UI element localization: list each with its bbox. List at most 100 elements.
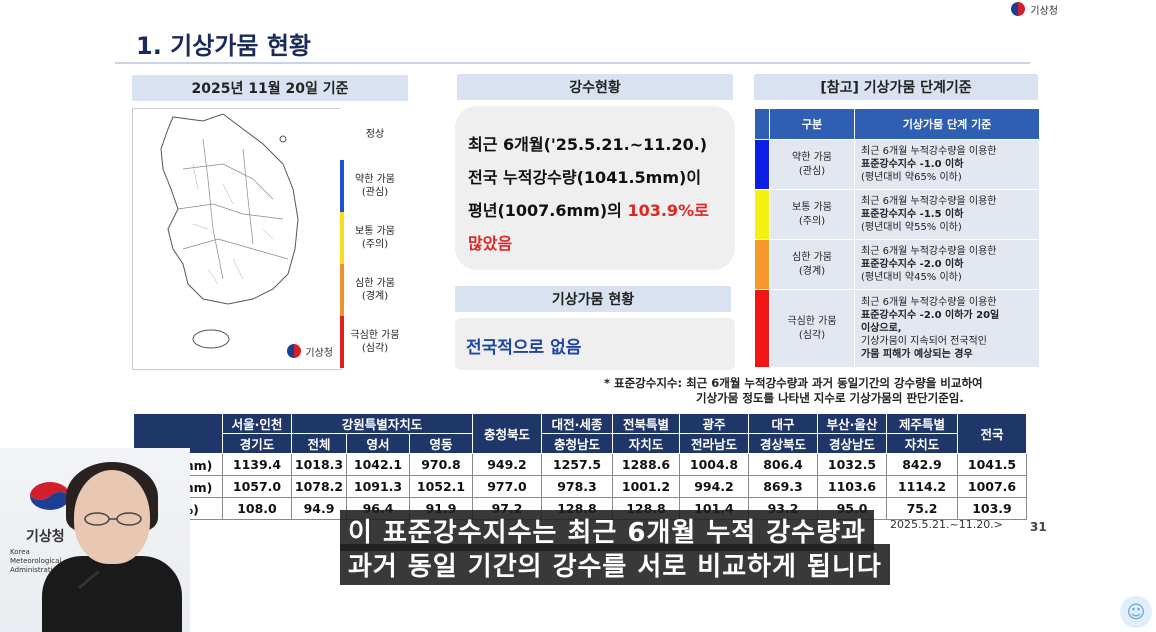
reference-level: 보통 가뭄 (주의) [769,189,855,240]
cell: 1103.6 [817,475,887,498]
index-footnote: * 표준강수지수: 최근 6개월 누적강수량과 과거 동일기간의 강수량을 비교… [604,376,1034,406]
cell: 1052.1 [409,475,473,498]
desc-line: 이상으로, [861,323,902,334]
drought-box [455,318,735,370]
col-subheader: 영서 [346,433,410,454]
col-subheader: 경상남도 [817,433,887,454]
cell: 1288.6 [612,453,680,476]
desc-line: 가뭄 피해가 예상되는 경우 [861,349,973,360]
desc-line: 최근 6개월 누적강수량을 이용한 [861,297,997,308]
kma-logo-subtext: Korea Meteorological Administration [10,548,62,574]
cell: 1114.2 [886,475,958,498]
legend-swatch-extreme [340,316,344,368]
caption-line-2: 과거 동일 기간의 강수를 서로 비교하게 됩니다 [340,544,890,585]
col-subheader: 자치도 [612,433,680,454]
desc-line: (평년대비 약65% 이하) [861,172,962,183]
regional-rainfall-table: 서울·인천 강원특별자치도 충청북도 대전·세종 전북특별 광주 대구 부산·울… [133,413,1027,520]
level-name: 보통 가뭄 [792,201,832,213]
cell: 977.0 [472,475,542,498]
legend-item-mild: 약한 가뭄 (관심) [355,174,395,198]
cell: 842.9 [886,453,958,476]
kma-logo: 기상청 [1010,0,1058,18]
cell: 1004.8 [679,453,749,476]
col-header: 전북특별 [612,413,680,434]
rain-line-4: 많았음 [468,234,513,253]
desc-line: 표준강수지수 -1.5 이하 [861,209,964,220]
kma-emblem-icon [1010,1,1027,17]
desc-line: 표준강수지수 -2.0 이하 [861,259,964,270]
date-header: 2025년 11월 20일 기준 [132,75,408,101]
page-number: 31 [1030,520,1047,534]
desc-line: 기상가뭄이 지속되어 전국적인 [861,336,987,347]
map-legend: 정상 약한 가뭄 (관심) 보통 가뭄 (주의) 심한 가뭄 (경계) 극심한 … [340,108,410,368]
rain-summary: 최근 6개월('25.5.21.~11.20.) 전국 누적강수량(1041.5… [468,128,728,260]
cell: 1078.2 [291,475,347,498]
desc-line: (평년대비 약55% 이하) [861,222,962,233]
presenter-body [42,556,182,632]
cell: 1057.0 [222,475,292,498]
col-subheader: 경상북도 [748,433,818,454]
reference-color-moderate [754,189,770,240]
drought-header: 기상가뭄 현황 [455,286,731,312]
cell: 1041.5 [957,453,1027,476]
cell: 75.2 [886,497,958,520]
reference-color-mild [754,139,770,190]
table-header-top: 서울·인천 강원특별자치도 충청북도 대전·세종 전북특별 광주 대구 부산·울… [133,413,1027,454]
glasses-icon [84,512,142,526]
rain-line-3: 평년(1007.6mm)의 103.9%로 [468,194,728,227]
desc-line: 표준강수지수 -1.0 이하 [861,159,964,170]
reference-header: [참고] 기상가뭄 단계기준 [754,74,1038,100]
legend-item-severe: 심한 가뭄 (경계) [355,278,395,302]
level-sub: (관심) [798,165,826,177]
level-name: 극심한 가뭄 [787,315,837,327]
cell: 949.2 [472,453,542,476]
kma-emblem-icon [28,480,72,510]
legend-item-moderate: 보통 가뭄 (주의) [355,226,395,250]
rain-ratio: 103.9%로 [627,201,709,220]
footnote-line-1: * 표준강수지수: 최근 6개월 누적강수량과 과거 동일기간의 강수량을 비교… [604,376,983,390]
col-subheader: 전라남도 [679,433,749,454]
table-row: 강수량 (mm) 1139.4 1018.3 1042.1 970.8 949.… [133,453,1027,476]
desc-line: (평년대비 약45% 이하) [861,272,962,283]
cell: 1042.1 [346,453,410,476]
logo-text: 기상청 [1030,5,1058,17]
desc-line: 표준강수지수 -2.0 이하가 20일 [861,310,1000,321]
period-note: 2025.5.21.~11.20.> [890,518,1003,531]
level-sub: (경계) [798,265,826,277]
col-header: 전국 [957,413,1027,454]
kma-logo-text: 기상청 [26,529,65,545]
legend-swatch-mild [340,160,344,212]
rain-line-3a: 평년(1007.6mm)의 [468,201,628,220]
table-row: 평년값 (mm) 1057.0 1078.2 1091.3 1052.1 977… [133,475,1027,498]
cell: 1139.4 [222,453,292,476]
col-header: 서울·인천 [222,413,292,434]
cell: 1257.5 [541,453,613,476]
cell: 869.3 [748,475,818,498]
cell: 103.9 [957,497,1027,520]
col-subheader: 전체 [291,433,347,454]
cell: 994.2 [679,475,749,498]
desc-line: 최근 6개월 누적강수량을 이용한 [861,146,997,157]
presenter-face [74,470,150,564]
drought-map: 기상청 [132,108,342,370]
col-header: 광주 [679,413,749,434]
slide-title: 1. 기상가뭄 현황 [136,32,312,60]
cell: 1091.3 [346,475,410,498]
reference-col-2: 기상가뭄 단계 기준 [854,108,1040,140]
col-header: 충청북도 [472,413,542,454]
cell: 1032.5 [817,453,887,476]
level-sub: (심각) [798,329,826,341]
reference-level: 심한 가뭄 (경계) [769,239,855,290]
legend-item-normal: 정상 [365,128,385,140]
channel-mascot-icon[interactable]: ☺ [1120,596,1152,628]
reference-level: 극심한 가뭄 (심각) [769,289,855,368]
reference-color-extreme [754,289,770,368]
cell: 1001.2 [612,475,680,498]
reference-table-header: 구분 기상가뭄 단계 기준 [754,108,1040,140]
footnote-line-2: 기상가뭄 정도를 나타낸 지수로 기상가뭄의 판단기준임. [696,391,964,405]
level-name: 심한 가뭄 [792,251,832,263]
korea-map-icon [160,113,299,349]
